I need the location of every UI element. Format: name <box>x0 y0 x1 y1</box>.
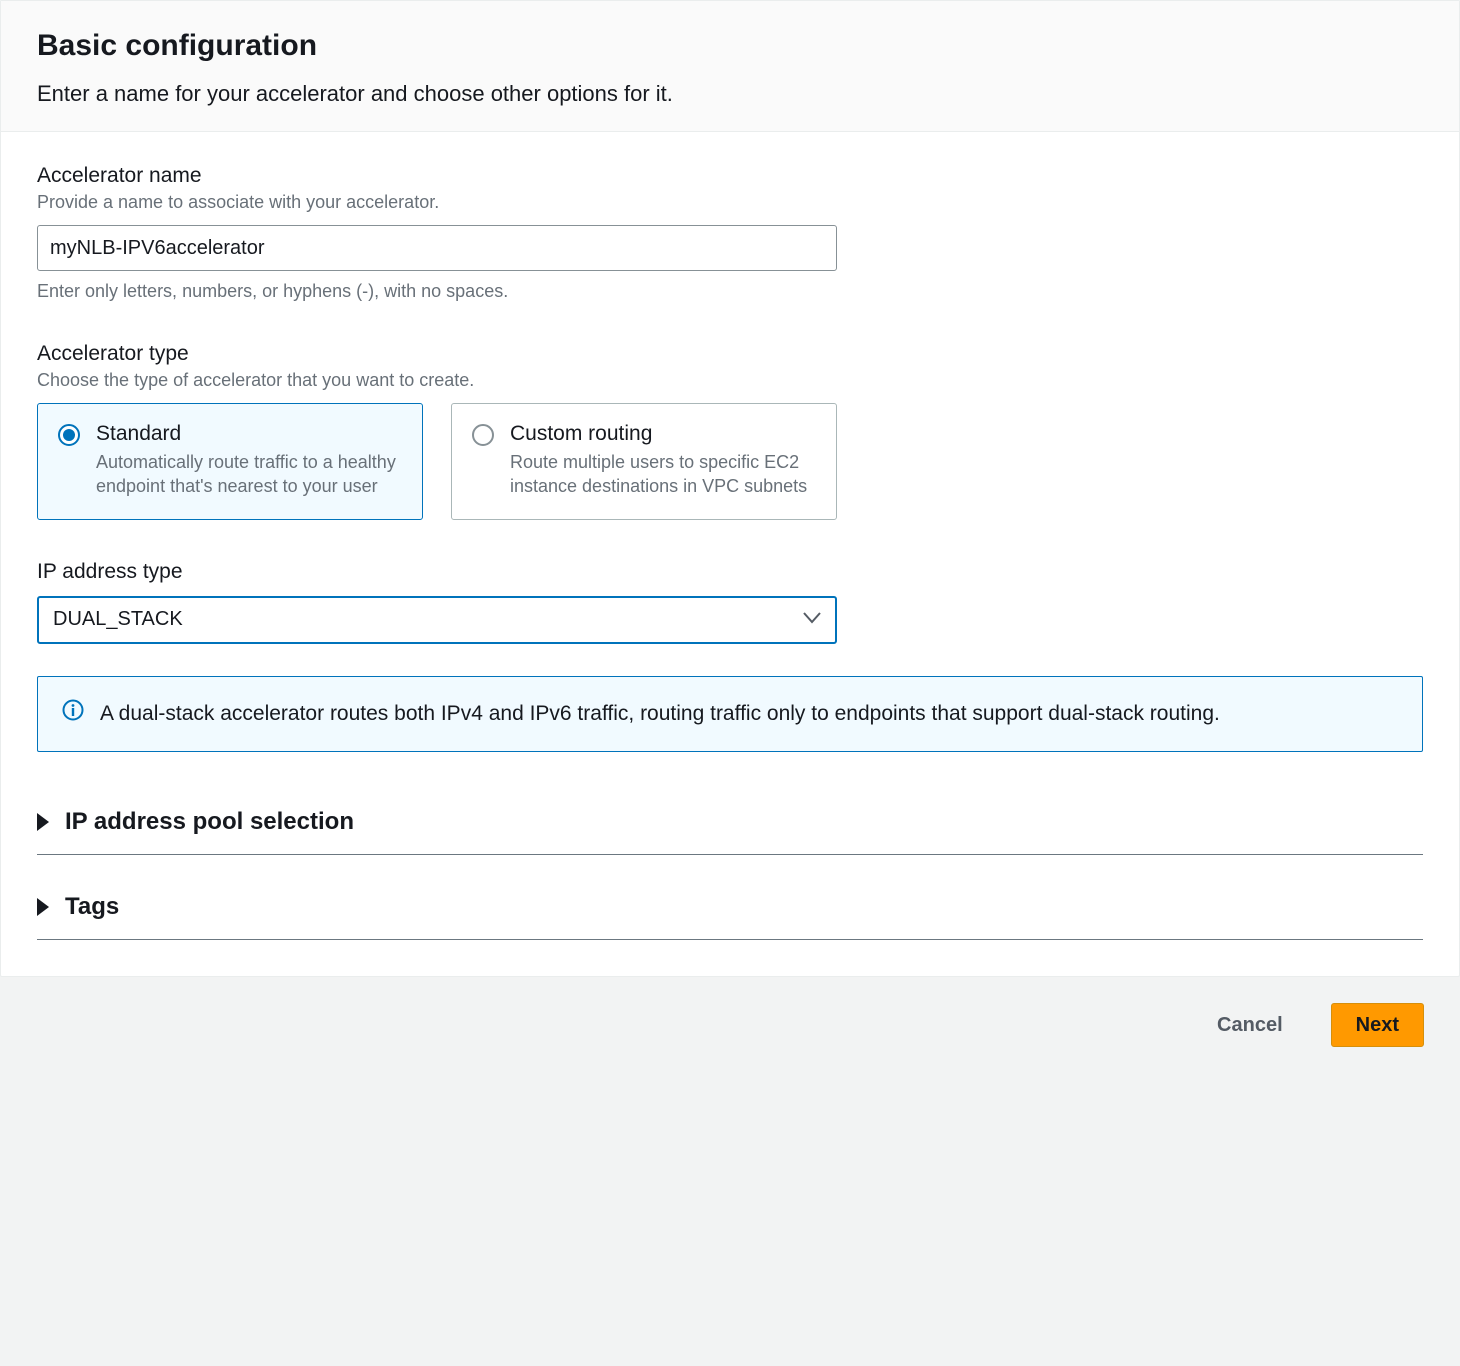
page: Basic configuration Enter a name for you… <box>0 0 1460 1047</box>
cancel-button[interactable]: Cancel <box>1193 1003 1307 1047</box>
info-text: A dual-stack accelerator routes both IPv… <box>100 699 1220 729</box>
page-subtitle: Enter a name for your accelerator and ch… <box>37 81 1423 107</box>
ip-address-type-select[interactable]: DUAL_STACK <box>37 596 837 644</box>
radio-content: Standard Automatically route traffic to … <box>96 422 402 499</box>
accelerator-name-hint: Provide a name to associate with your ac… <box>37 192 1423 213</box>
radio-content: Custom routing Route multiple users to s… <box>510 422 816 499</box>
panel-header: Basic configuration Enter a name for you… <box>1 1 1459 132</box>
expander-title: IP address pool selection <box>65 808 354 836</box>
expander-ip-address-pool[interactable]: IP address pool selection <box>37 792 1423 855</box>
expander-title: Tags <box>65 893 119 921</box>
dual-stack-info: A dual-stack accelerator routes both IPv… <box>37 676 1423 752</box>
radio-desc: Route multiple users to specific EC2 ins… <box>510 450 816 499</box>
ip-address-type-label: IP address type <box>37 560 1423 584</box>
expander-tags[interactable]: Tags <box>37 877 1423 940</box>
page-title: Basic configuration <box>37 29 1423 63</box>
footer-actions: Cancel Next <box>0 977 1460 1047</box>
info-icon <box>62 699 84 726</box>
radio-title: Standard <box>96 422 402 446</box>
config-panel: Basic configuration Enter a name for you… <box>0 0 1460 977</box>
panel-body: Accelerator name Provide a name to assoc… <box>1 132 1459 976</box>
ip-address-type-group: IP address type DUAL_STACK <box>37 560 1423 644</box>
accelerator-name-constraint: Enter only letters, numbers, or hyphens … <box>37 281 1423 302</box>
accelerator-type-group: Accelerator type Choose the type of acce… <box>37 342 1423 520</box>
accelerator-type-hint: Choose the type of accelerator that you … <box>37 370 1423 391</box>
radio-desc: Automatically route traffic to a healthy… <box>96 450 402 499</box>
accelerator-type-options: Standard Automatically route traffic to … <box>37 403 1423 520</box>
radio-icon <box>58 424 80 446</box>
caret-right-icon <box>37 813 49 831</box>
accelerator-name-input[interactable] <box>37 225 837 271</box>
next-button[interactable]: Next <box>1331 1003 1424 1047</box>
ip-address-type-value: DUAL_STACK <box>53 608 183 631</box>
ip-address-type-select-wrap: DUAL_STACK <box>37 596 837 644</box>
accelerator-name-group: Accelerator name Provide a name to assoc… <box>37 164 1423 302</box>
accelerator-type-label: Accelerator type <box>37 342 1423 366</box>
radio-title: Custom routing <box>510 422 816 446</box>
accelerator-type-custom-routing[interactable]: Custom routing Route multiple users to s… <box>451 403 837 520</box>
accelerator-name-label: Accelerator name <box>37 164 1423 188</box>
caret-right-icon <box>37 898 49 916</box>
radio-icon <box>472 424 494 446</box>
accelerator-type-standard[interactable]: Standard Automatically route traffic to … <box>37 403 423 520</box>
